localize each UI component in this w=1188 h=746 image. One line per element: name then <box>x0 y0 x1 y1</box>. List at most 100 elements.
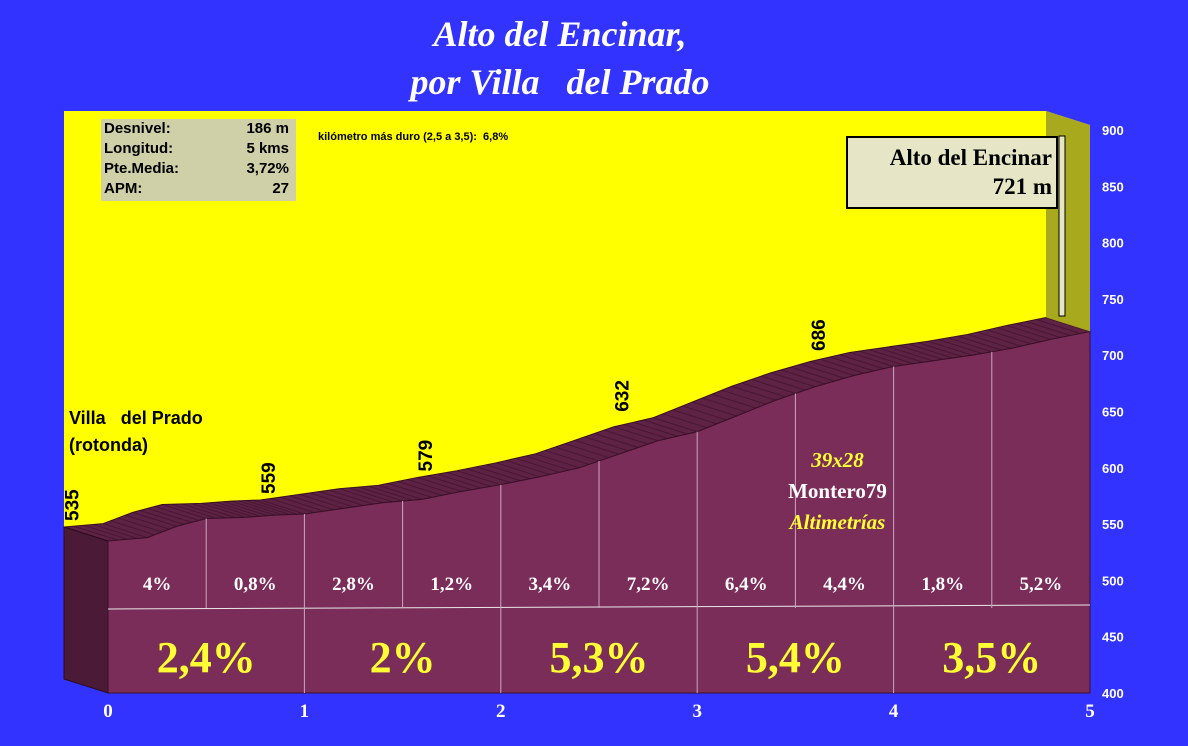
profile-hatch <box>387 482 433 498</box>
start-name: Villa del Prado <box>69 408 203 428</box>
y-tick-label: 400 <box>1102 686 1124 701</box>
profile-hatch <box>672 409 717 425</box>
profile-hatch <box>270 498 315 514</box>
profile-hatch <box>682 405 727 421</box>
profile-hatch <box>594 433 639 449</box>
title-line-2: por Villa del Prado <box>410 62 710 102</box>
segment-gradient-label: 7,2% <box>627 574 670 595</box>
y-tick-label: 650 <box>1102 405 1124 420</box>
start-detail: (rotonda) <box>69 435 148 455</box>
stats-row-apm: APM: 27 <box>101 179 296 199</box>
profile-hatch <box>908 343 953 359</box>
profile-hatch <box>171 503 217 519</box>
altitude-label: 559 <box>259 462 280 494</box>
profile-hatch <box>238 500 283 516</box>
stats-row-pte-media: Pte.Media: 3,72% <box>101 159 296 179</box>
profile-hatch <box>338 488 384 504</box>
x-tick-label: 0 <box>103 701 113 722</box>
stats-row-desnivel: Desnivel: 186 m <box>101 119 296 139</box>
stats-label: Longitud: <box>104 140 174 157</box>
profile-hatch <box>407 478 452 494</box>
profile-hatch <box>967 333 1012 349</box>
profile-hatch <box>810 360 855 376</box>
profile-hatch <box>466 468 511 484</box>
profile-hatch <box>201 502 246 518</box>
y-tick-label: 500 <box>1102 573 1124 588</box>
km-gradient-label: 2% <box>370 633 436 682</box>
profile-hatch <box>829 356 875 372</box>
km-gradient-label: 3,5% <box>942 633 1041 682</box>
profile-hatch <box>819 358 865 374</box>
altitude-label: 686 <box>809 319 830 351</box>
profile-hatch <box>545 449 590 465</box>
profile-hatch <box>103 523 148 539</box>
profile-hatch <box>1016 322 1061 338</box>
km-gradient-label: 5,4% <box>746 633 845 682</box>
profile-hatch <box>125 514 170 530</box>
profile-hatch <box>859 350 904 366</box>
profile-hatch <box>328 489 374 505</box>
chart-title: Alto del Encinar, por Villa del Prado <box>0 10 1120 106</box>
profile-hatch <box>839 354 884 370</box>
profile-hatch <box>937 339 983 354</box>
profile-hatch <box>437 473 482 489</box>
profile-hatch <box>515 457 560 473</box>
profile-hatch <box>869 349 914 365</box>
altitude-label: 535 <box>63 489 84 521</box>
profile-hatch <box>721 389 767 405</box>
profile-hatch <box>986 329 1032 345</box>
credit-site: Altimetrías <box>789 510 886 534</box>
profile-hatch <box>751 379 796 394</box>
profile-hatch <box>643 419 688 435</box>
profile-hatch <box>633 421 678 437</box>
profile-hatch <box>495 462 541 478</box>
profile-hatch <box>279 496 325 512</box>
title-line-1: Alto del Encinar, <box>433 14 687 54</box>
x-tick-label: 3 <box>692 701 702 722</box>
profile-hatch <box>613 426 659 442</box>
profile-hatch <box>878 347 924 363</box>
profile-hatch <box>525 455 570 471</box>
y-tick-label: 850 <box>1102 179 1124 194</box>
x-tick-label: 2 <box>496 701 506 722</box>
segment-gradient-label: 4% <box>143 574 172 595</box>
profile-hatch <box>83 524 128 540</box>
summit-sign: Alto del Encinar 721 m <box>846 136 1058 209</box>
stats-label: Desnivel: <box>104 120 171 137</box>
profile-hatch <box>603 429 649 445</box>
profile-hatch <box>260 499 305 515</box>
profile-hatch <box>574 439 619 455</box>
segment-gradient-label: 5,2% <box>1020 574 1063 595</box>
profile-hatch <box>702 397 747 413</box>
x-tick-label: 5 <box>1085 701 1095 722</box>
profile-hatch <box>216 501 261 517</box>
profile-hatch <box>117 517 163 533</box>
profile-hatch <box>252 499 298 515</box>
profile-hatch <box>731 385 776 401</box>
profile-hatch <box>486 464 531 480</box>
credits: 39x28 Montero79 Altimetrías <box>740 445 935 538</box>
profile-hatch <box>208 502 253 518</box>
altitude-label: 579 <box>416 440 437 472</box>
profile-hatch <box>368 485 413 501</box>
summit-altitude: 721 m <box>992 174 1052 199</box>
profile-hatch <box>928 340 973 356</box>
summit-pole <box>1058 135 1066 317</box>
segment-gradient-label: 3,4% <box>529 574 572 595</box>
profile-hatch <box>154 505 199 521</box>
profile-hatch <box>110 520 155 536</box>
segment-gradient-label: 4,4% <box>823 574 866 595</box>
profile-hatch <box>191 503 236 519</box>
profile-hatch <box>957 335 1002 351</box>
profile-hatch <box>378 484 423 500</box>
y-tick-label: 600 <box>1102 461 1124 476</box>
profile-hatch <box>309 492 354 508</box>
profile-hatch <box>947 337 992 353</box>
profile-hatch <box>653 417 698 433</box>
profile-hatch <box>761 375 806 391</box>
profile-hatch <box>800 363 845 379</box>
profile-hatch <box>1026 321 1071 336</box>
profile-hatch <box>397 480 443 496</box>
km-gradient-label: 2,4% <box>157 633 256 682</box>
